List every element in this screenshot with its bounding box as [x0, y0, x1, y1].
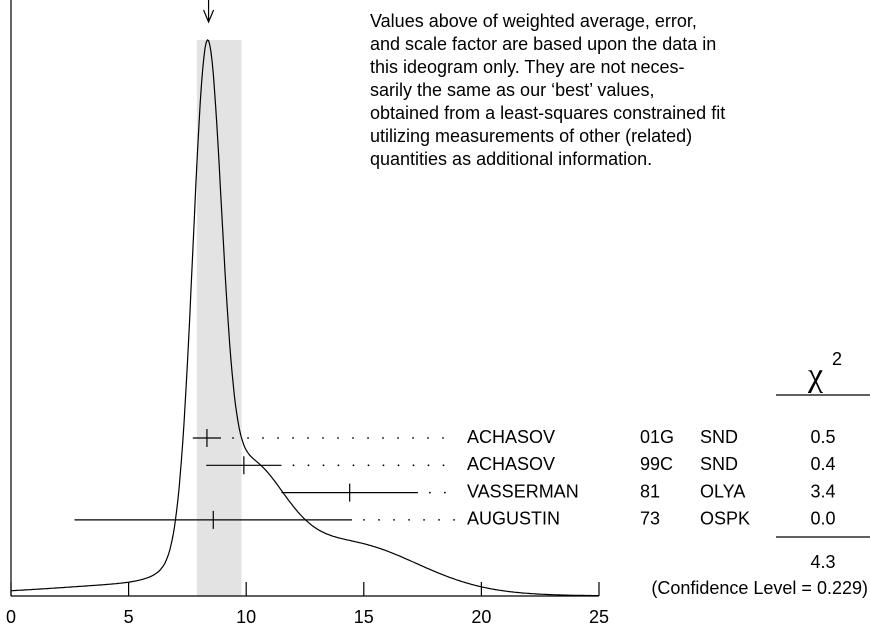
chi2-value: 0.0	[810, 509, 835, 529]
leader-dot	[412, 437, 414, 439]
chi2-value: 0.5	[810, 427, 835, 447]
leader-dot	[382, 464, 385, 467]
reference: 99C	[640, 454, 673, 474]
leader-dot	[262, 437, 264, 439]
leader-dot	[337, 437, 339, 439]
author: VASSERMAN	[467, 481, 579, 501]
leader-dot	[322, 437, 324, 439]
reference: 73	[640, 509, 660, 529]
leader-dot	[412, 464, 415, 467]
note-line: this ideogram only. They are not neces-	[370, 57, 685, 77]
leader-dot	[232, 437, 234, 439]
experiment: OLYA	[700, 481, 745, 501]
leader-dot	[438, 519, 440, 521]
chi2-value: 3.4	[810, 481, 835, 501]
experiment: SND	[700, 454, 738, 474]
leader-dot	[367, 464, 370, 467]
x-tick-label: 5	[124, 607, 134, 627]
author: AUGUSTIN	[467, 509, 560, 529]
x-tick-label: 20	[471, 607, 491, 627]
reference: 01G	[640, 427, 674, 447]
note-line: and scale factor are based upon the data…	[370, 34, 716, 54]
chi2-power: 2	[832, 349, 842, 369]
reference: 81	[640, 481, 660, 501]
leader-dot	[408, 519, 410, 521]
leader-dot	[443, 491, 446, 494]
author: ACHASOV	[467, 454, 555, 474]
leader-dot	[292, 464, 295, 467]
leader-dot	[363, 519, 365, 521]
leader-dot	[397, 437, 399, 439]
note-line: sarily the same as our ‘best’ values,	[370, 80, 654, 100]
confidence-level: (Confidence Level = 0.229)	[651, 578, 868, 598]
leader-dot	[307, 437, 309, 439]
leader-dot	[397, 464, 400, 467]
leader-dot	[423, 519, 425, 521]
experiment: OSPK	[700, 509, 750, 529]
note-line: obtained from a least-squares constraine…	[370, 103, 725, 123]
leader-dot	[428, 491, 431, 494]
x-tick-label: 25	[589, 607, 609, 627]
note-line: Values above of weighted average, error,	[370, 11, 697, 31]
note-line: quantities as additional information.	[370, 149, 652, 169]
chi2-symbol: χ	[807, 357, 823, 394]
leader-dot	[292, 437, 294, 439]
leader-dot	[427, 437, 429, 439]
leader-dot	[427, 464, 430, 467]
leader-dot	[322, 464, 325, 467]
leader-dot	[442, 464, 445, 467]
x-tick-label: 10	[236, 607, 256, 627]
leader-dot	[352, 437, 354, 439]
leader-dot	[453, 519, 455, 521]
leader-dot	[442, 437, 444, 439]
leader-dot	[307, 464, 310, 467]
x-tick-label: 15	[354, 607, 374, 627]
author: ACHASOV	[467, 427, 555, 447]
average-arrow	[203, 0, 215, 24]
chi2-value: 0.4	[810, 454, 835, 474]
note-line: utilizing measurements of other (related…	[370, 126, 692, 146]
leader-dot	[393, 519, 395, 521]
leader-dot	[382, 437, 384, 439]
leader-dot	[378, 519, 380, 521]
x-tick-label: 0	[6, 607, 16, 627]
average-band	[196, 40, 242, 596]
leader-dot	[337, 464, 340, 467]
leader-dot	[247, 437, 249, 439]
experiment: SND	[700, 427, 738, 447]
chi2-total: 4.3	[810, 552, 835, 572]
leader-dot	[352, 464, 355, 467]
leader-dot	[277, 437, 279, 439]
leader-dot	[367, 437, 369, 439]
